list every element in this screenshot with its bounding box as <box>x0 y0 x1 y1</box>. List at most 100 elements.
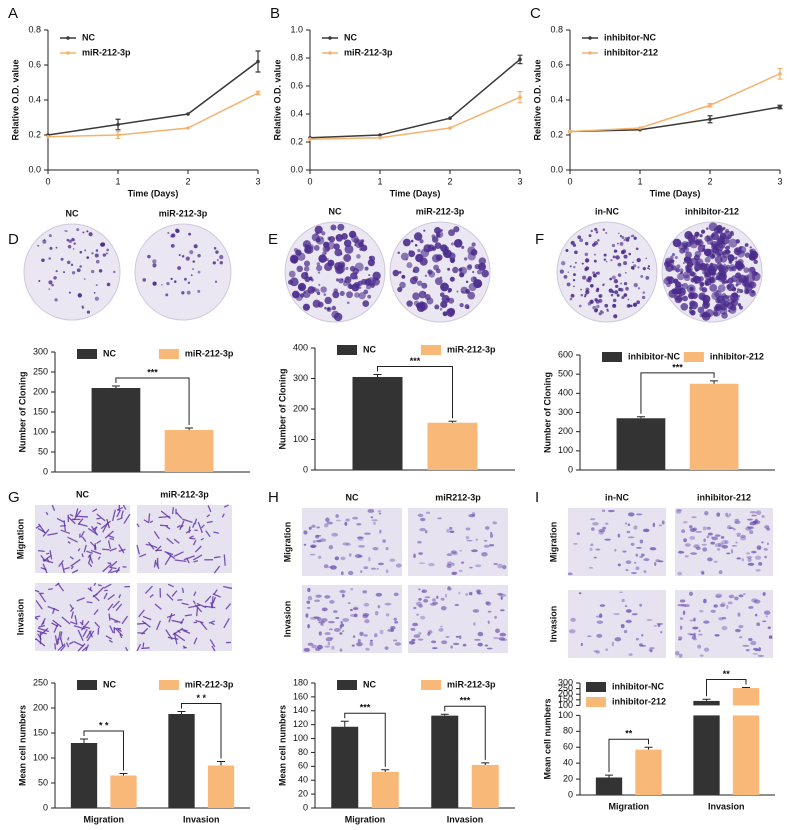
colony <box>748 253 757 261</box>
cell <box>378 512 382 515</box>
cell <box>109 560 118 568</box>
colony <box>314 225 323 234</box>
colony <box>645 275 650 280</box>
cell <box>747 562 755 566</box>
cell <box>678 653 683 658</box>
cell <box>212 596 217 604</box>
cell <box>52 619 62 628</box>
y-tick-label: 140 <box>293 705 308 715</box>
cell <box>684 543 691 547</box>
colony <box>623 281 628 286</box>
cell <box>119 633 123 639</box>
colony <box>86 230 89 233</box>
cell <box>413 606 417 610</box>
colony <box>66 260 71 265</box>
y-tick-label: 100 <box>558 445 573 455</box>
cell <box>747 557 752 563</box>
x-tick-label: Migration <box>84 814 125 824</box>
cell <box>69 604 74 610</box>
cell <box>69 556 74 560</box>
cell <box>42 563 48 574</box>
colony <box>637 266 640 269</box>
row-label: Invasion <box>548 606 558 643</box>
colony <box>630 266 635 270</box>
cell <box>658 524 662 527</box>
colony <box>702 311 709 318</box>
legend-swatch <box>586 697 606 707</box>
cell <box>738 594 744 598</box>
colony <box>636 257 641 263</box>
cell <box>741 558 745 562</box>
cell <box>86 630 95 642</box>
cell <box>340 623 345 628</box>
cell <box>362 613 370 617</box>
colony <box>293 247 298 253</box>
colony <box>357 280 363 286</box>
cell <box>166 537 174 545</box>
cell <box>352 635 356 638</box>
colony <box>626 304 631 308</box>
cell <box>374 611 379 616</box>
colony <box>574 261 577 264</box>
cell <box>340 556 346 561</box>
cell <box>736 557 742 560</box>
colony <box>170 243 175 248</box>
cell <box>452 642 460 645</box>
colony <box>53 276 57 280</box>
cell <box>502 564 507 570</box>
cell <box>195 619 204 624</box>
colony <box>699 234 703 238</box>
cell <box>74 508 79 518</box>
colony <box>318 283 321 286</box>
colony <box>449 276 455 282</box>
row-label: Migration <box>548 522 558 563</box>
cell <box>70 621 78 626</box>
cell <box>738 636 743 639</box>
x-tick-label: Invasion <box>183 814 220 824</box>
significance-label: *** <box>672 362 683 372</box>
cell <box>115 603 123 612</box>
cell <box>485 601 490 605</box>
colony <box>71 271 76 275</box>
cell <box>171 507 175 515</box>
cell <box>599 604 606 607</box>
colony <box>65 230 68 233</box>
cell <box>727 524 732 530</box>
cell <box>742 593 746 595</box>
cell <box>116 509 121 518</box>
cell <box>205 530 211 538</box>
cell <box>155 620 161 631</box>
colony <box>595 230 599 234</box>
bar <box>427 422 478 470</box>
cell <box>418 588 421 591</box>
cell <box>499 632 507 637</box>
colony <box>343 254 352 262</box>
colony <box>753 259 758 265</box>
cell <box>223 585 233 590</box>
colony <box>722 251 726 256</box>
cell <box>418 632 422 635</box>
cell <box>59 631 63 640</box>
cell <box>306 606 311 609</box>
legend-label: miR-212-3p <box>185 679 234 689</box>
cell <box>468 513 476 518</box>
point <box>518 57 522 62</box>
bar <box>689 383 739 470</box>
colony <box>371 277 380 286</box>
cell <box>107 540 112 550</box>
cell <box>102 563 112 573</box>
y-tick-label: 100 <box>558 700 573 710</box>
cell <box>589 547 593 552</box>
cell <box>367 508 375 513</box>
cell <box>167 636 179 640</box>
colony <box>55 246 58 249</box>
colony <box>676 264 681 269</box>
cell <box>97 556 101 560</box>
point <box>46 134 50 139</box>
y-tick-label: 200 <box>33 702 48 712</box>
cell <box>77 643 86 652</box>
colony <box>333 243 340 250</box>
cell <box>614 637 622 642</box>
legend-label: inhibitor-NC <box>628 351 680 361</box>
cell <box>661 520 665 525</box>
